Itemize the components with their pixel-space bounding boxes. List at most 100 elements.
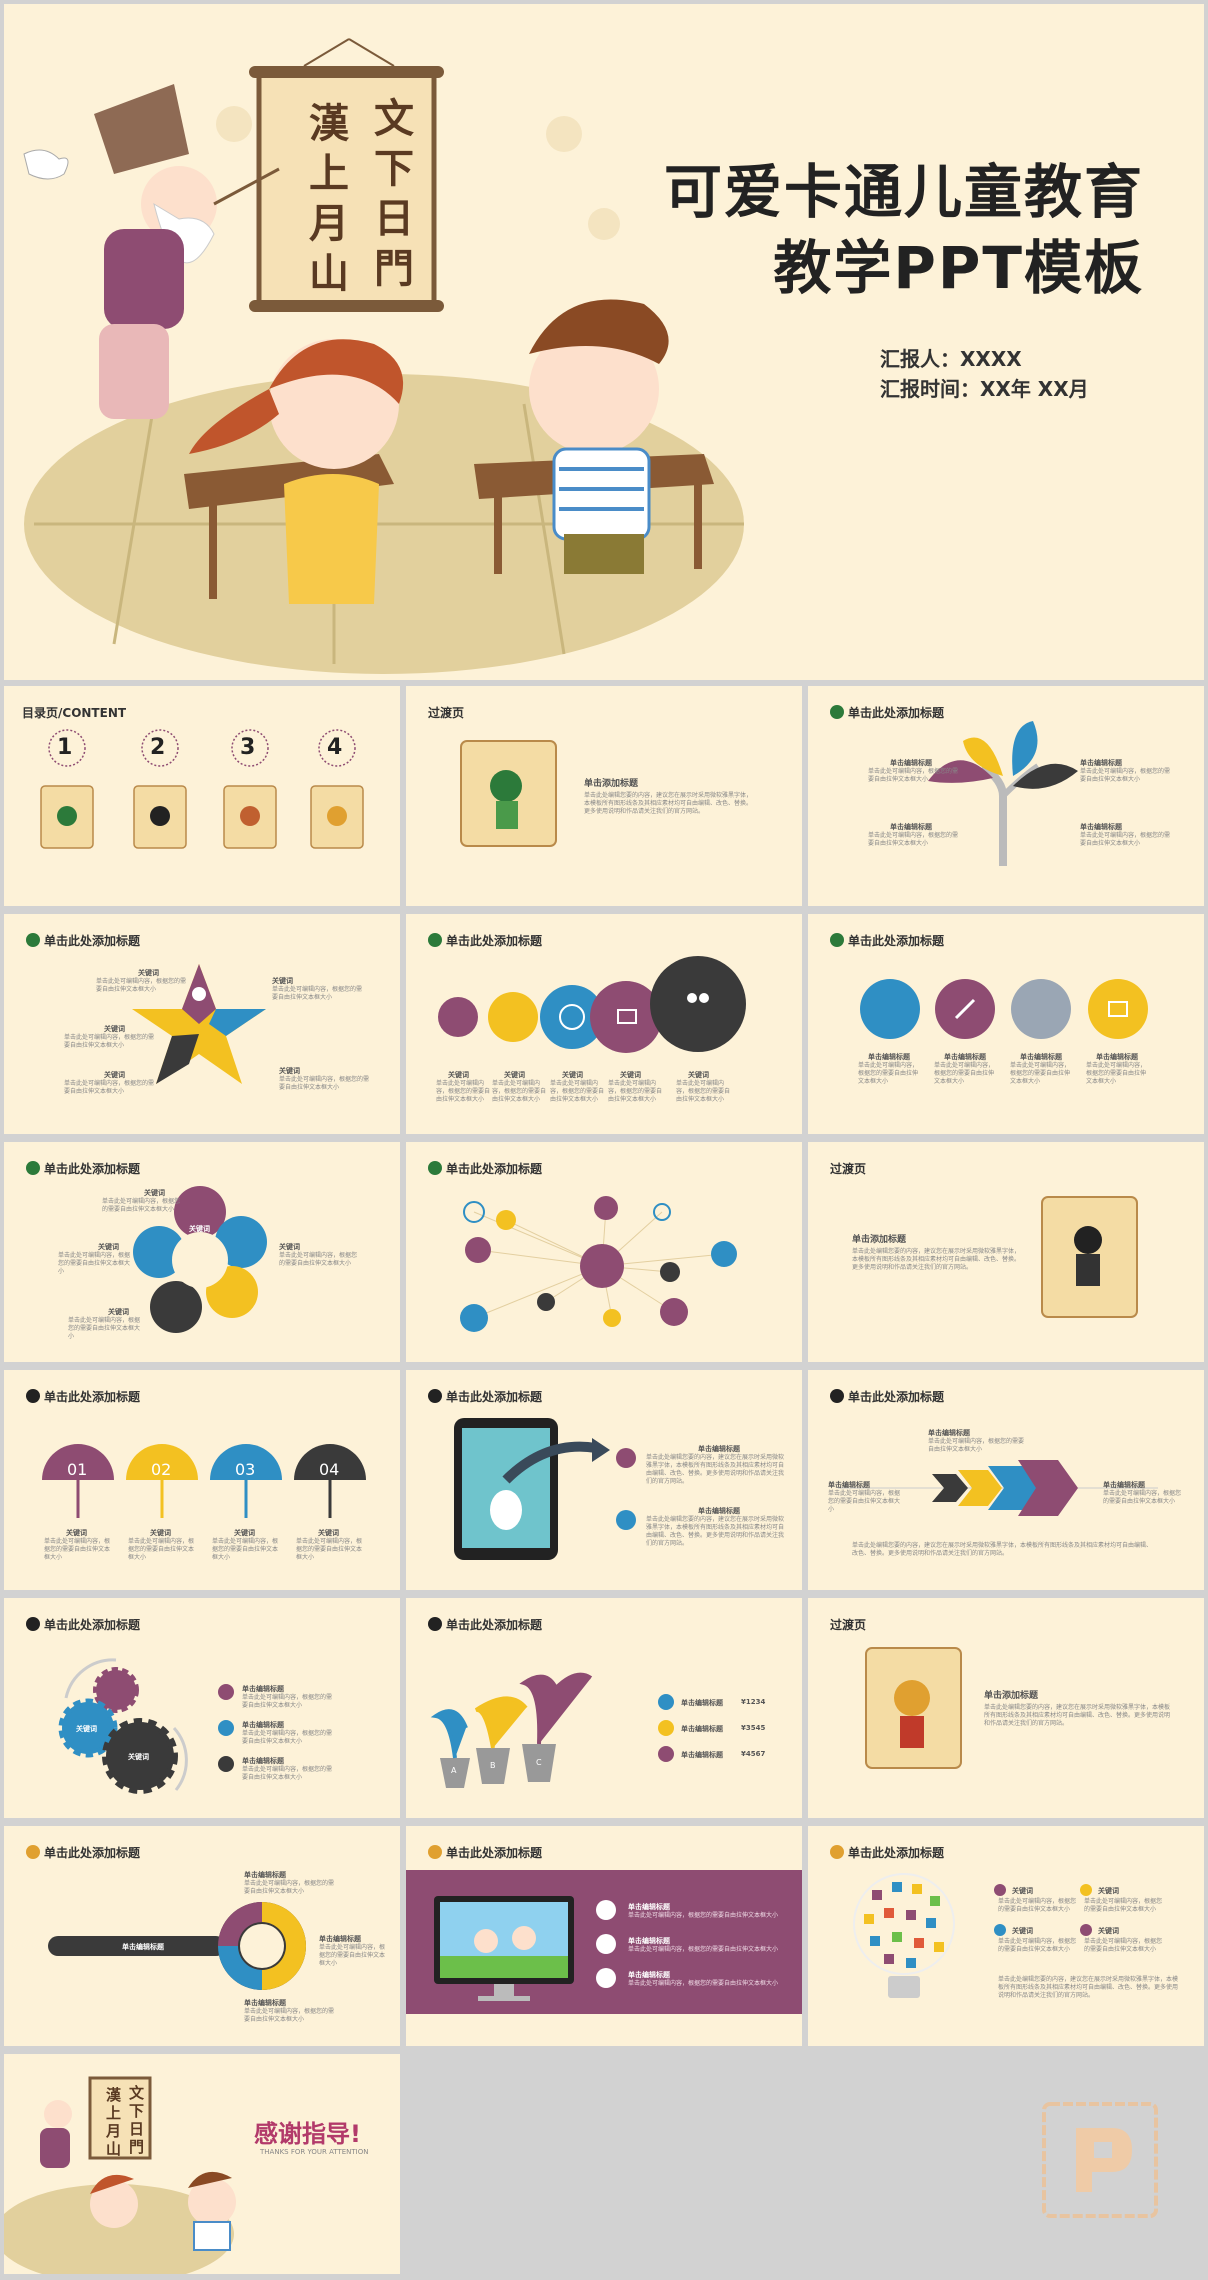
slide-monitor: 单击此处添加标题 单击编辑标题 单击此处可编辑内容，根据您的需要自由拉伸文本框大… (406, 1826, 802, 2046)
slide-title-text: 单击此处添加标题 (848, 1390, 945, 1404)
character-icon (428, 1389, 442, 1403)
edit-body-4: 单击此处可编辑内容，根据您的需要自由拉伸文本框大小 (1080, 832, 1171, 847)
slide-transition-1: 过渡页 单击添加标题 单击此处编辑您要的内容，建议您在展示时采用微软雅黑字体，本… (406, 686, 802, 906)
slide-title: 单击此处添加标题 (26, 1844, 140, 1861)
watermark-logo (1042, 2102, 1158, 2218)
star-keyword-1: 关键词 (138, 969, 159, 977)
scroll-graphic (460, 740, 557, 847)
circle-keyword-4: 关键词 (620, 1071, 641, 1079)
pot-title-3: 单击编辑标题 (681, 1751, 723, 1759)
edit-body-1: 单击此处可编辑内容，根据您的需要自由拉伸文本框大小 (868, 768, 959, 783)
key-graphic (48, 1902, 306, 1990)
pot-value-3: ¥4567 (741, 1750, 766, 1758)
bulb-text-4: 单击此处可编辑内容，根据您的需要自由拉伸文本框大小 (1084, 1938, 1163, 1953)
contents-graphics (40, 729, 364, 849)
reporter-label: 汇报人：XXXX (880, 347, 1022, 371)
circles-graphic (438, 956, 746, 1053)
content-number-4: 4 (327, 735, 343, 760)
cover-title: 可爱卡通儿童教育 教学PPT模板 (664, 154, 1144, 306)
circle-text-3: 单击此处可编辑内容，根据您的需要自由拉伸文本框大小 (550, 1080, 605, 1103)
circle-text-4: 单击此处可编辑内容，根据您的需要自由拉伸文本框大小 (608, 1080, 663, 1103)
transition-body: 单击此处编辑您要的内容，建议您在展示时采用微软雅黑字体，本模板所有图形线条及其相… (984, 1704, 1171, 1727)
star-text-3: 单击此处可编辑内容，根据您的需要自由拉伸文本框大小 (64, 1034, 155, 1049)
pots-graphic (430, 1672, 674, 1788)
icons-graphic (860, 979, 1148, 1039)
cover-title-line1: 可爱卡通儿童教育 (663, 158, 1144, 226)
key-text-2: 单击此处可编辑内容，根据您的需要自由拉伸文本框大小 (319, 1944, 386, 1967)
character-icon (830, 933, 844, 947)
tablet-title-2: 单击编辑标题 (698, 1507, 740, 1515)
cover-slide: 文下日門 漢上月山 可爱卡通儿童教育 教学PPT模板 汇报人：XXXX 汇报时间… (4, 4, 1204, 680)
umbrella-keyword-1: 关键词 (66, 1529, 87, 1537)
cover-title-line2: 教学PPT模板 (773, 234, 1144, 302)
slide-title: 过渡页 (428, 706, 465, 720)
slide-title: 单击此处添加标题 (26, 932, 140, 949)
monitor-text-1: 单击此处可编辑内容，根据您的需要自由拉伸文本框大小 (628, 1912, 779, 1919)
content-number-1: 1 (57, 735, 73, 760)
bulb-text-2: 单击此处可编辑内容，根据您的需要自由拉伸文本框大小 (1084, 1898, 1163, 1913)
umbrella-number-4: 04 (319, 1460, 340, 1479)
bulb-keyword-1: 关键词 (1012, 1887, 1033, 1895)
edit-title-2: 单击编辑标题 (1080, 759, 1122, 767)
slide-title-text: 单击此处添加标题 (44, 1846, 141, 1860)
slide-circles: 单击此处添加标题 关键词 单击此处可编辑内容，根据您的需要自由拉伸文本框大小 关… (406, 914, 802, 1134)
bulb-graphic (853, 1873, 1092, 1998)
tablet-title-1: 单击编辑标题 (698, 1445, 740, 1453)
star-keyword-4: 关键词 (104, 1071, 125, 1079)
tablet-text-2: 单击此处编辑您要的内容，建议您在展示时采用微软雅黑字体，本模板所有图形线条及其相… (646, 1516, 785, 1547)
key-title-1: 单击编辑标题 (244, 1871, 286, 1879)
slide-title: 单击此处添加标题 (26, 1160, 140, 1177)
icon-title-4: 单击编辑标题 (1096, 1053, 1138, 1061)
network-graphic (460, 1196, 737, 1332)
arrow-title-1: 单击编辑标题 (928, 1429, 970, 1437)
scroll-left-column: 漢上月山 (309, 100, 349, 297)
slide-title-text: 单击此处添加标题 (44, 1618, 141, 1632)
slide-title: 目录页/CONTENT (22, 706, 127, 720)
slide-title-text: 单击此处添加标题 (44, 1390, 141, 1404)
content-number-3: 3 (240, 735, 256, 760)
slide-title: 单击此处添加标题 (830, 1388, 944, 1405)
slide-contents: 目录页/CONTENT 1 2 3 4 (4, 686, 400, 906)
slide-arrows: 单击此处添加标题 单击编辑标题 单击此处可编辑内容，根据您的需要自由拉伸文本框大… (808, 1370, 1204, 1590)
slide-title: 单击此处添加标题 (26, 1388, 140, 1405)
slide-title: 单击此处添加标题 (428, 1160, 542, 1177)
slide-flower: 单击此处添加标题 关键词 关键词 单击此处可编辑内容，根据您的需要自由拉伸文本框… (4, 1142, 400, 1362)
slide-title-text: 单击此处添加标题 (44, 934, 141, 948)
thanks-scroll-left: 漢上月山 (106, 2086, 122, 2158)
umbrella-number-3: 03 (235, 1460, 256, 1479)
icon-text-4: 单击此处可编辑内容，根据您的需要自由拉伸文本框大小 (1086, 1062, 1147, 1085)
pot-letter-c: C (536, 1758, 542, 1767)
cover-illustration (4, 4, 764, 680)
gear-title-1: 单击编辑标题 (242, 1685, 284, 1693)
cover-meta: 汇报人：XXXX 汇报时间：XX年 XX月 (880, 344, 1089, 404)
bulb-keyword-2: 关键词 (1098, 1887, 1119, 1895)
bulb-body: 单击此处编辑您要的内容，建议您在展示时采用微软雅黑字体，本模板所有图形线条及其相… (998, 1976, 1179, 1999)
monitor-title-2: 单击编辑标题 (628, 1937, 670, 1945)
slide-title-text: 单击此处添加标题 (44, 1162, 141, 1176)
monitor-title-1: 单击编辑标题 (628, 1903, 670, 1911)
flower-text-1: 单击此处可编辑内容，根据您的需要自由拉伸文本框大小 (102, 1198, 181, 1213)
gear-title-3: 单击编辑标题 (242, 1757, 284, 1765)
slide-bulb: 单击此处添加标题 关键词 单击此处可编辑内容，根据您的需要自由拉伸文本框大小 关… (808, 1826, 1204, 2046)
edit-title-3: 单击编辑标题 (890, 823, 932, 831)
edit-title-4: 单击编辑标题 (1080, 823, 1122, 831)
slide-title: 单击此处添加标题 (428, 932, 542, 949)
umbrella-number-1: 01 (67, 1460, 88, 1479)
slide-title: 单击此处添加标题 (830, 704, 944, 721)
arrow-title-3: 单击编辑标题 (1103, 1481, 1145, 1489)
gear-text-3: 单击此处可编辑内容，根据您的需要自由拉伸文本框大小 (242, 1766, 333, 1781)
thanks-scroll-right: 文下日門 (129, 2084, 145, 2156)
slide-star: 单击此处添加标题 关键词 单击此处可编辑内容，根据您的需要自由拉伸文本框大小 关… (4, 914, 400, 1134)
thanks-title: 感谢指导! (254, 2120, 361, 2148)
bulb-keyword-3: 关键词 (1012, 1927, 1033, 1935)
transition-body: 单击此处编辑您要的内容，建议您在展示时采用微软雅黑字体，本模板所有图形线条及其相… (584, 792, 753, 815)
flower-keyword-1: 关键词 (144, 1189, 165, 1197)
character-icon (26, 1161, 40, 1175)
pot-title-2: 单击编辑标题 (681, 1725, 723, 1733)
icon-text-3: 单击此处可编辑内容，根据您的需要自由拉伸文本框大小 (1010, 1062, 1071, 1085)
edit-title-1: 单击编辑标题 (890, 759, 932, 767)
content-number-2: 2 (150, 735, 166, 760)
flower-keyword-4: 关键词 (279, 1243, 300, 1251)
flower-keyword-3: 关键词 (108, 1308, 129, 1316)
slide-thanks: 文下日門 漢上月山 感谢指导! THANKS FOR YOUR ATTENTIO… (4, 2054, 400, 2274)
